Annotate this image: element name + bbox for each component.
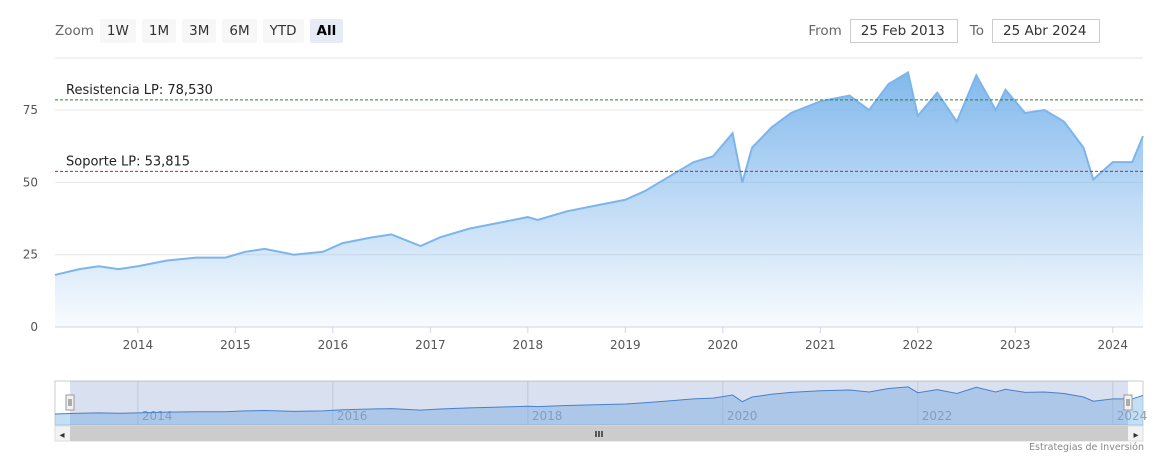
x-tick-label: 2016 [318,338,349,352]
y-tick-label: 0 [30,320,38,334]
zoom-all-button[interactable]: All [309,19,344,43]
plot-lines: Resistencia LP: 78,530 Soporte LP: 53,815 [55,83,1143,172]
x-tick-label: 2015 [220,338,251,352]
navigator-tick-label: 2014 [142,409,173,423]
navigator-tick-label: 2024 [1117,409,1148,423]
navigator-frame [54,380,1144,426]
from-label: From [808,23,842,39]
from-date-input[interactable]: 25 Feb 2013 [849,19,958,43]
series-area [54,70,1144,327]
scrollbar-thumb[interactable] [70,426,1128,441]
y-tick-label: 25 [23,248,38,262]
navigator-tick-label: 2020 [727,409,758,423]
navigator-tick-label: 2022 [922,409,953,423]
x-tick-label: 2014 [123,338,154,352]
zoom-3m-button[interactable]: 3M [182,19,217,43]
zoom-6m-button[interactable]: 6M [222,19,257,43]
y-tick-label: 75 [23,103,38,117]
zoom-ytd-button[interactable]: YTD [262,19,304,43]
navigator-handle-right[interactable] [1123,394,1133,411]
x-tick-label: 2020 [708,338,739,352]
x-tick-label: 2018 [513,338,544,352]
grid [55,57,1143,328]
zoom-1m-button[interactable]: 1M [141,19,177,43]
range-selector: Zoom 1W 1M 3M 6M YTD All [55,18,349,44]
zoom-label: Zoom [55,23,94,39]
navigator-selection [70,381,1128,425]
to-date-input[interactable]: 25 Abr 2024 [992,19,1100,43]
to-label: To [969,23,984,39]
support-label: Soporte LP: 53,815 [66,154,190,169]
scrollbar-left-arrow-icon[interactable]: ◂ [59,430,64,441]
scrollbar-track [54,425,1144,442]
scrollbar-grip: III [595,430,604,439]
navigator[interactable]: 2014 2016 2018 2020 2022 2024 III ◂ ▸ [54,380,1148,442]
navigator-tick-label: 2016 [337,409,368,423]
zoom-1w-button[interactable]: 1W [99,19,136,43]
scrollbar-right-arrow-icon[interactable]: ▸ [1133,430,1138,441]
x-tick-label: 2024 [1098,338,1129,352]
navigator-line [54,386,1144,415]
credits: Estrategias de Inversión [1029,442,1144,453]
y-tick-label: 50 [23,175,38,189]
resistance-label: Resistencia LP: 78,530 [66,83,213,98]
x-tick-label: 2017 [415,338,446,352]
x-tick-label: 2021 [805,338,836,352]
x-tick-label: 2022 [903,338,934,352]
x-tick-label: 2019 [610,338,641,352]
series-line [54,70,1144,276]
date-range-inputs: From 25 Feb 2013 To 25 Abr 2024 [796,18,1100,44]
navigator-handle-left[interactable] [65,394,75,411]
navigator-area [55,386,1143,425]
x-tick-label: 2023 [1000,338,1031,352]
axes: 0 25 50 75 2014 2015 2016 2017 2018 2019 2020 2021 2… [23,103,1143,352]
area-fill [55,72,1143,327]
navigator-tick-label: 2018 [532,409,563,423]
